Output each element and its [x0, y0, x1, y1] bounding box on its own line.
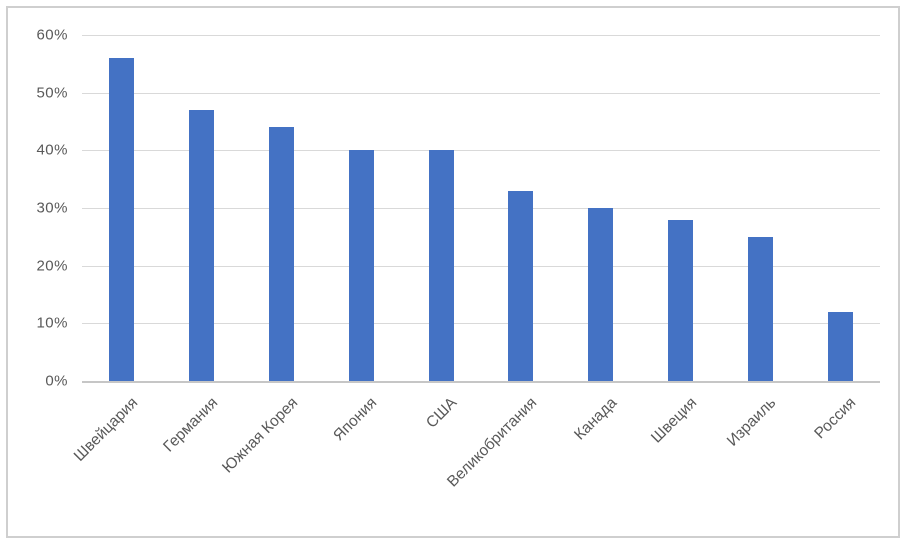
bar-Канада [588, 208, 614, 381]
gridline-50 [82, 92, 880, 94]
y-tick-label: 40% [36, 141, 68, 159]
y-tick-label: 60% [36, 26, 68, 44]
bar-Южная Корея [269, 127, 294, 381]
bar-США [428, 150, 454, 381]
gridline-40 [82, 150, 880, 152]
bar-Швеция [668, 219, 693, 381]
chart-frame: 0% 10% 20% 30% 40% 50% 60% Швейцария Германия Юж… [6, 6, 900, 538]
x-category-label: Швейцария [70, 394, 142, 465]
plot-area: 0% 10% 20% 30% 40% 50% 60% Швейцария Германия Юж… [8, 8, 898, 536]
y-tick-label: 0% [45, 372, 68, 390]
gridline-20 [82, 265, 880, 267]
gridline-30 [82, 208, 880, 209]
gridline-10 [82, 323, 880, 325]
y-tick-label: 20% [36, 257, 68, 275]
gridline-60 [82, 35, 880, 36]
bar-Израиль [747, 236, 773, 381]
bar-Швейцария [109, 58, 135, 381]
bar-Япония [348, 150, 374, 381]
bar-Великобритания [508, 190, 534, 381]
y-tick-label: 10% [36, 314, 68, 332]
bar-Германия [189, 109, 215, 381]
bar-Россия [827, 311, 853, 381]
x-axis-line [82, 381, 880, 383]
y-tick-label: 50% [36, 84, 68, 102]
y-tick-label: 30% [36, 199, 68, 217]
